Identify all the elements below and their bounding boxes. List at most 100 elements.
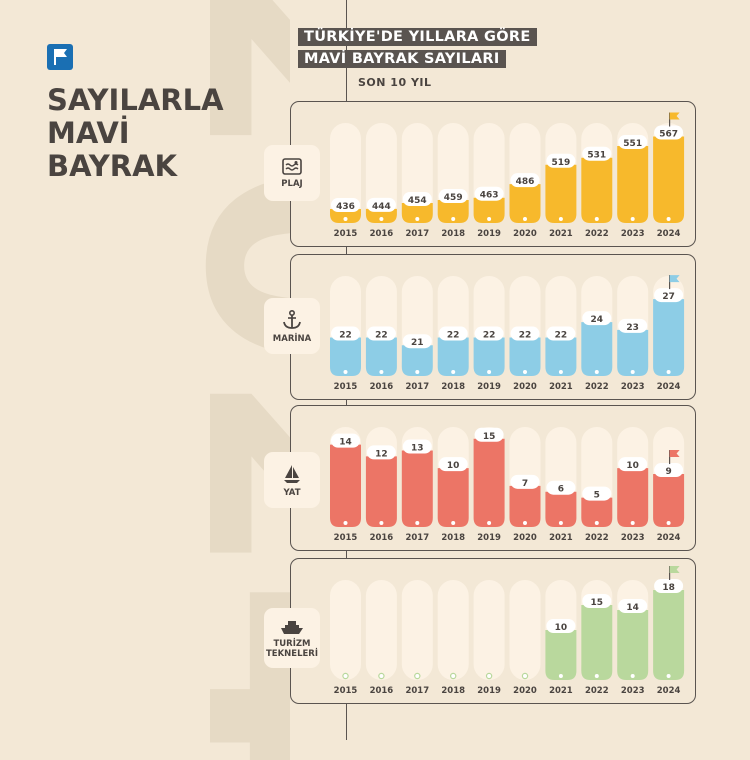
year-tick-label: 2015 [334, 686, 358, 696]
panel-yat: 14 2015 12 2016 13 2017 10 2018 15 2019 7 2020 6 2021… [290, 405, 696, 551]
year-tick-label: 2022 [585, 382, 609, 392]
value-label: 5 [594, 491, 600, 501]
value-label-bg [474, 326, 504, 341]
bar-track [365, 580, 397, 680]
bar [653, 136, 685, 223]
bar-base-dot [557, 368, 565, 376]
value-label-bg [402, 439, 432, 454]
bar-base-dot [665, 368, 672, 376]
year-tick-label: 2022 [585, 533, 609, 543]
bar-base-dot [629, 672, 636, 680]
bar [437, 468, 469, 527]
value-label-bg [582, 486, 612, 501]
value-label: 24 [591, 315, 604, 325]
value-label-bg [654, 125, 684, 140]
boat-icon [281, 620, 303, 634]
bar-base-dot [342, 519, 349, 527]
value-label: 486 [516, 177, 535, 187]
value-label-bg [618, 599, 648, 613]
bar-base-dot [521, 519, 529, 527]
sailboat-icon [284, 464, 300, 483]
year-tick-label: 2017 [405, 229, 429, 239]
year-tick-label: 2024 [657, 533, 681, 543]
year-tick-label: 2021 [549, 686, 573, 696]
value-label-bg [474, 186, 504, 201]
value-label: 22 [339, 331, 352, 341]
year-tick-label: 2023 [621, 533, 645, 543]
flag-marker-icon [669, 450, 680, 465]
year-tick-label: 2020 [513, 229, 537, 239]
bar [437, 337, 469, 376]
value-label: 6 [558, 485, 564, 495]
bar-base-dot [521, 672, 529, 680]
value-label: 27 [662, 292, 675, 302]
panel-turizm: 2015 2016 2017 2018 2019 2020 10 2021 15 2022 14 20… [290, 558, 696, 704]
bar-track [330, 580, 361, 680]
bar-base-dot [557, 215, 565, 223]
value-label-bg [546, 153, 576, 168]
value-label: 519 [552, 158, 571, 168]
value-label-bg [654, 579, 684, 593]
value-label: 7 [522, 479, 528, 489]
flag-marker-icon [669, 112, 680, 127]
category-yat: YAT [264, 452, 320, 508]
year-tick-label: 2018 [441, 686, 465, 696]
page-title: SAYILARLA MAVİ BAYRAK [47, 84, 224, 183]
bar-track [509, 580, 541, 680]
bar [653, 474, 685, 527]
value-label-bg [366, 445, 396, 460]
value-label-bg [546, 480, 576, 495]
value-label: 10 [555, 623, 568, 633]
value-label: 14 [339, 438, 352, 448]
year-tick-label: 2024 [657, 229, 681, 239]
chart-title: TÜRKİYE'DE YILLARA GÖRE MAVİ BAYRAK SAYI… [298, 26, 537, 70]
panel-plaj: 436 2015 444 2016 454 2017 459 2018 463 2019 486 20… [290, 101, 696, 247]
value-label-bg [366, 326, 396, 341]
year-tick-label: 2018 [441, 382, 465, 392]
year-tick-label: 2024 [657, 686, 681, 696]
value-label-bg [546, 619, 576, 633]
year-tick-label: 2023 [621, 229, 645, 239]
year-tick-label: 2023 [621, 382, 645, 392]
page-title-line: BAYRAK [47, 149, 178, 183]
bar [509, 485, 541, 527]
value-label: 444 [372, 202, 391, 212]
year-tick-label: 2018 [441, 229, 465, 239]
bar-base-dot [378, 519, 385, 527]
bar-track [330, 123, 361, 223]
bar-base-dot [665, 519, 672, 527]
category-label: MARİNA [272, 333, 312, 344]
value-label: 15 [591, 598, 604, 608]
category-marina: MARİNA [264, 298, 320, 354]
year-tick-label: 2016 [370, 382, 394, 392]
bar-base-dot [593, 368, 600, 376]
bar [473, 337, 505, 376]
blue-flag-logo [47, 44, 73, 70]
bar [545, 630, 577, 680]
value-label-bg [654, 463, 684, 478]
category-label: PLAJ [281, 178, 303, 189]
year-tick-label: 2024 [657, 382, 681, 392]
year-tick-label: 2016 [370, 533, 394, 543]
value-label: 463 [480, 191, 499, 201]
value-label-bg [331, 198, 360, 212]
bar-base-dot [342, 215, 349, 223]
bar-base-dot [485, 672, 493, 680]
year-tick-label: 2019 [477, 533, 501, 543]
value-label-bg [582, 146, 612, 161]
year-tick-label: 2015 [334, 382, 358, 392]
category-label: YAT [283, 487, 301, 498]
bar-base-dot [521, 215, 529, 223]
value-label: 13 [411, 444, 424, 454]
value-label-bg [438, 457, 468, 472]
bar-base-dot [557, 672, 565, 680]
value-label-bg [618, 457, 648, 472]
bar-base-dot [414, 672, 421, 680]
value-label: 454 [408, 196, 427, 206]
year-tick-label: 2018 [441, 533, 465, 543]
bar-base-dot [449, 519, 457, 527]
bar [473, 197, 505, 223]
value-label: 22 [555, 331, 568, 341]
bar [401, 345, 433, 376]
year-tick-label: 2017 [405, 686, 429, 696]
